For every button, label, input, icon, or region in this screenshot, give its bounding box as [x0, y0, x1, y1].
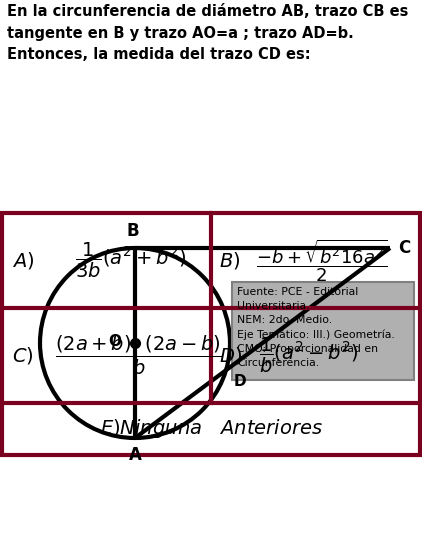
Bar	[2, 213, 420, 455]
Text: Fuente: PCE - Editorial
Universitaria.
NEM: 2do. Medio.
Eje Temático: III.) Geom: Fuente: PCE - Editorial Universitaria. N…	[237, 287, 395, 368]
Text: $\dfrac{-b+\sqrt{b^2 16a^2}}{2}$: $\dfrac{-b+\sqrt{b^2 16a^2}}{2}$	[256, 237, 388, 284]
Text: O: O	[108, 333, 121, 349]
Bar	[232, 282, 414, 380]
Text: D: D	[234, 374, 246, 389]
Text: $\mathit{B)}$: $\mathit{B)}$	[219, 250, 241, 271]
Text: $\mathit{D)}$: $\mathit{D)}$	[219, 345, 242, 366]
Text: En la circunferencia de diámetro AB, trazo CB es
tangente en B y trazo AO=a ; tr: En la circunferencia de diámetro AB, tra…	[7, 4, 408, 62]
Text: $\dfrac{1}{b}\left(a^2-b^2\right)$: $\dfrac{1}{b}\left(a^2-b^2\right)$	[259, 336, 359, 375]
Text: C: C	[398, 239, 410, 257]
Text: $\mathit{A)}$: $\mathit{A)}$	[12, 250, 34, 271]
Text: A: A	[129, 446, 141, 464]
Text: $\dfrac{(2a+b)\cdot(2a-b)}{b}$: $\dfrac{(2a+b)\cdot(2a-b)}{b}$	[55, 334, 222, 377]
Text: $\dfrac{1}{3b}\left(a^2+b^2\right)$: $\dfrac{1}{3b}\left(a^2+b^2\right)$	[75, 241, 187, 280]
Text: B: B	[127, 222, 139, 240]
Text: $\mathit{C)}$: $\mathit{C)}$	[12, 345, 34, 366]
Text: $\mathit{E)Ninguna\ \ \ Anteriores}$: $\mathit{E)Ninguna\ \ \ Anteriores}$	[100, 418, 322, 440]
